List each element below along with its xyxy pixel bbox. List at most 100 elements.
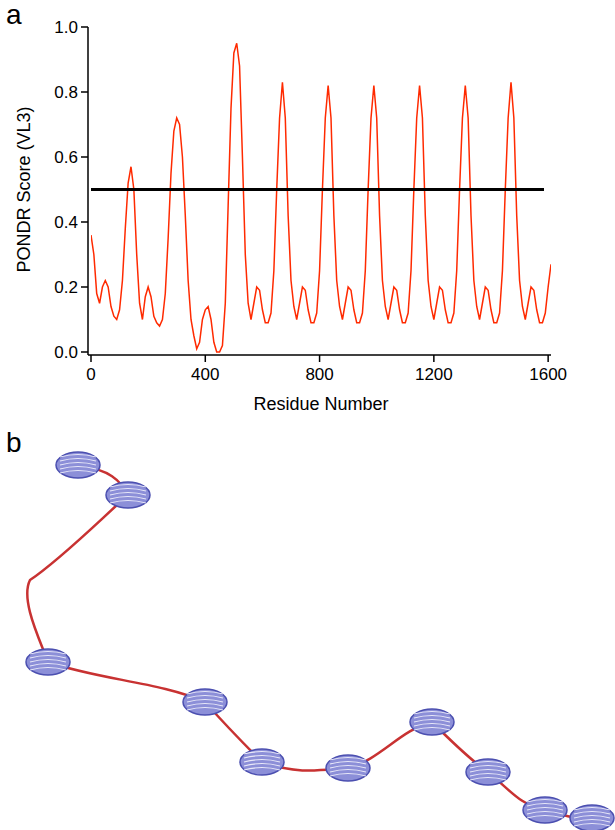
- strand: [414, 720, 450, 723]
- disorder-line: [91, 43, 551, 352]
- domain: [240, 749, 284, 775]
- strand: [110, 489, 146, 492]
- domain: [523, 797, 567, 823]
- x-tick-label: 0: [86, 365, 95, 384]
- plot-area: [91, 43, 551, 352]
- strand: [527, 808, 563, 811]
- strand: [470, 770, 506, 773]
- panel-label: b: [6, 427, 22, 458]
- strand: [574, 824, 610, 827]
- domain: [26, 649, 70, 675]
- y-tick: [81, 156, 88, 158]
- strand: [60, 471, 96, 474]
- domain-body: [523, 797, 567, 823]
- strand: [187, 696, 223, 699]
- strand: [60, 463, 96, 466]
- strand: [30, 664, 66, 667]
- domain-body: [466, 759, 510, 785]
- structure-diagram: [26, 452, 614, 830]
- strand: [527, 812, 563, 815]
- strand: [30, 660, 66, 663]
- y-tick-label: 0.2: [54, 278, 78, 297]
- strand: [30, 652, 66, 655]
- strand: [414, 724, 450, 727]
- x-tick: [319, 355, 321, 362]
- y-tick-label: 0.8: [54, 83, 78, 102]
- y-tick: [81, 26, 88, 28]
- strand: [330, 762, 366, 765]
- strand: [110, 501, 146, 504]
- linker: [27, 465, 592, 818]
- y-tick-label: 1.0: [54, 18, 78, 37]
- domain: [56, 452, 100, 478]
- y-tick: [81, 221, 88, 223]
- strand: [110, 485, 146, 488]
- strand: [187, 700, 223, 703]
- strand: [244, 764, 280, 767]
- domain: [106, 482, 150, 508]
- strand: [60, 467, 96, 470]
- domain-body: [26, 649, 70, 675]
- x-tick-label: 1200: [415, 365, 453, 384]
- x-tick-label: 800: [305, 365, 333, 384]
- strand: [574, 816, 610, 819]
- strand: [244, 760, 280, 763]
- strand: [414, 728, 450, 731]
- x-tick: [205, 355, 207, 362]
- strand: [110, 497, 146, 500]
- domain: [410, 709, 454, 735]
- strand: [187, 692, 223, 695]
- strand: [187, 704, 223, 707]
- strand: [60, 455, 96, 458]
- domain: [326, 755, 370, 781]
- domain-body: [326, 755, 370, 781]
- strand: [244, 768, 280, 771]
- strand: [187, 708, 223, 711]
- domain-body: [183, 689, 227, 715]
- strand: [330, 766, 366, 769]
- strand: [110, 493, 146, 496]
- x-axis-title: Residue Number: [253, 394, 388, 414]
- y-axis: [87, 27, 89, 355]
- y-tick-label: 0.6: [54, 148, 78, 167]
- strand: [527, 800, 563, 803]
- y-tick: [81, 286, 88, 288]
- domain: [183, 689, 227, 715]
- strand: [330, 774, 366, 777]
- y-tick: [81, 351, 88, 353]
- y-tick-label: 0.4: [54, 213, 78, 232]
- strand: [527, 804, 563, 807]
- strand: [470, 762, 506, 765]
- panel-label: a: [6, 0, 22, 30]
- strand: [574, 812, 610, 815]
- x-tick: [547, 355, 549, 362]
- strand: [330, 758, 366, 761]
- strand: [414, 716, 450, 719]
- threshold-line: [91, 188, 544, 191]
- domain-body: [240, 749, 284, 775]
- strand: [470, 778, 506, 781]
- domain: [466, 759, 510, 785]
- strand: [470, 774, 506, 777]
- strand: [414, 712, 450, 715]
- y-axis-title: PONDR Score (VL3): [14, 106, 34, 272]
- domain-body: [106, 482, 150, 508]
- strand: [30, 668, 66, 671]
- x-tick-label: 1600: [529, 365, 567, 384]
- strand: [330, 770, 366, 773]
- y-tick-label: 0.0: [54, 343, 78, 362]
- strand: [244, 752, 280, 755]
- y-tick: [81, 91, 88, 93]
- domain-body: [410, 709, 454, 735]
- x-tick-label: 400: [191, 365, 219, 384]
- strand: [527, 816, 563, 819]
- domain-body: [56, 452, 100, 478]
- domain: [570, 805, 614, 830]
- strand: [574, 820, 610, 823]
- domain-body: [570, 805, 614, 830]
- strand: [60, 459, 96, 462]
- x-tick: [90, 355, 92, 362]
- strand: [244, 756, 280, 759]
- strand: [30, 656, 66, 659]
- strand: [470, 766, 506, 769]
